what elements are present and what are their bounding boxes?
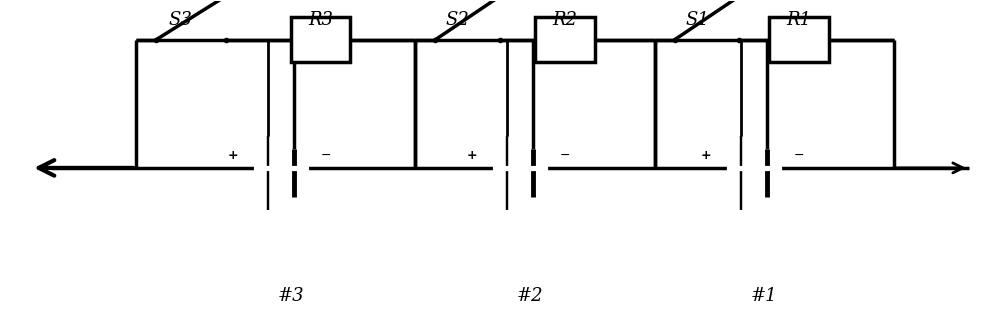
Text: #1: #1 — [751, 287, 778, 305]
Text: R3: R3 — [308, 11, 333, 29]
Text: S3: S3 — [169, 11, 193, 29]
FancyBboxPatch shape — [535, 17, 595, 62]
Text: S2: S2 — [446, 11, 470, 29]
FancyBboxPatch shape — [291, 17, 350, 62]
Text: −: − — [320, 149, 331, 162]
Text: +: + — [701, 149, 712, 162]
Text: R2: R2 — [552, 11, 577, 29]
Text: #3: #3 — [277, 287, 304, 305]
FancyBboxPatch shape — [769, 17, 829, 62]
Text: S1: S1 — [685, 11, 709, 29]
Text: R1: R1 — [787, 11, 812, 29]
Text: +: + — [467, 149, 477, 162]
Text: −: − — [560, 149, 570, 162]
Text: −: − — [794, 149, 804, 162]
Text: #2: #2 — [517, 287, 543, 305]
Text: +: + — [227, 149, 238, 162]
